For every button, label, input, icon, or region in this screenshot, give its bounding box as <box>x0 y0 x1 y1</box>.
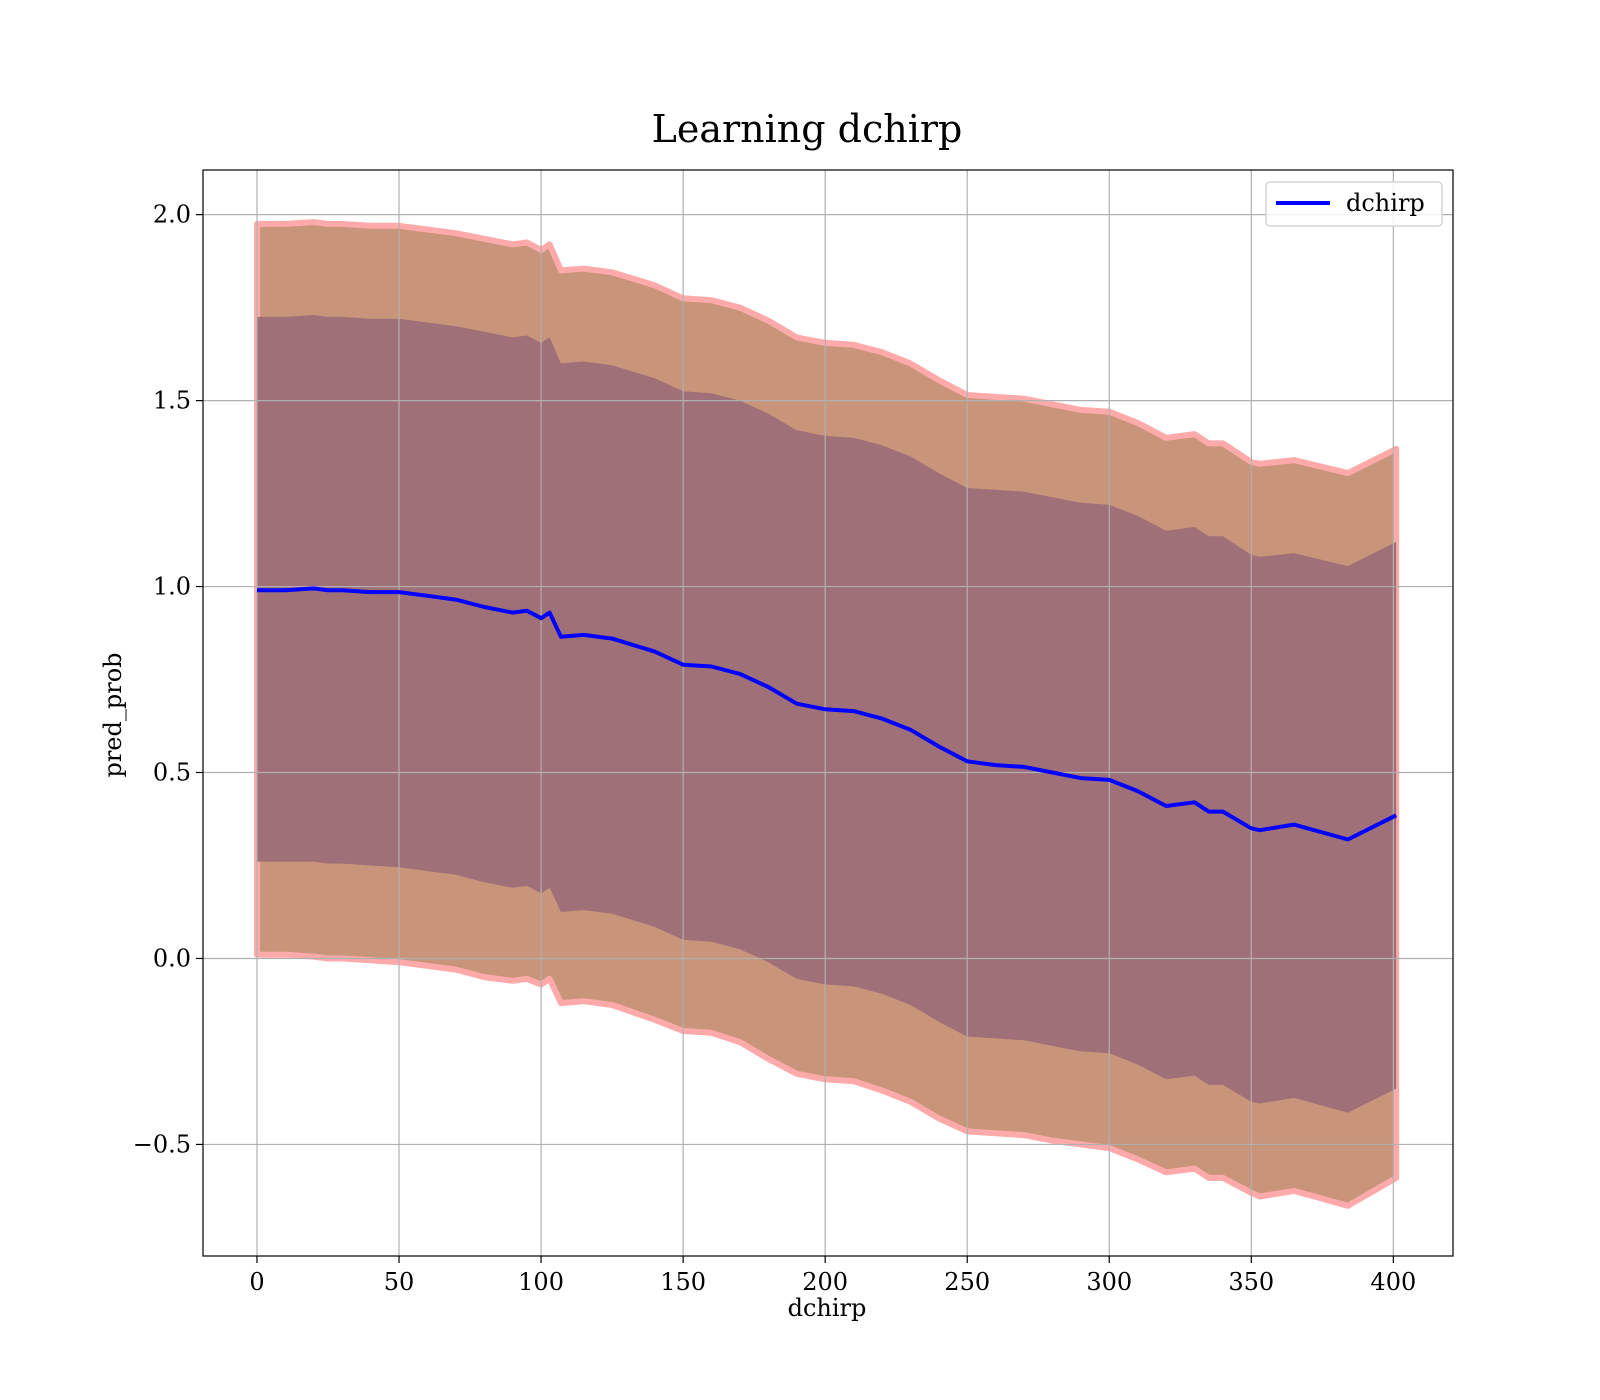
y-tick-label: −0.5 <box>133 1130 191 1158</box>
x-tick-label: 50 <box>384 1268 415 1296</box>
x-axis-label: dchirp <box>788 1294 867 1322</box>
y-tick-label: 0.0 <box>153 944 191 972</box>
x-tick-label: 150 <box>660 1268 706 1296</box>
legend-label: dchirp <box>1346 189 1425 217</box>
y-axis-label: pred_prob <box>99 652 127 777</box>
y-tick-label: 1.0 <box>153 573 191 601</box>
x-tick-label: 300 <box>1086 1268 1132 1296</box>
chart-title: Learning dchirp <box>652 107 963 151</box>
x-tick-label: 0 <box>249 1268 264 1296</box>
y-tick-label: 2.0 <box>153 201 191 229</box>
series-line-dchirp <box>257 586 1398 842</box>
x-tick-label: 100 <box>518 1268 564 1296</box>
plot-area: 0 50 100 150 200 250 300 350 400 −0.5 0.0 0.5 1.0 1.5… <box>133 169 1454 1296</box>
band-inner <box>257 315 1397 1113</box>
x-tick-label: 400 <box>1370 1268 1416 1296</box>
legend: dchirp <box>1265 181 1443 227</box>
legend-box <box>1265 181 1443 227</box>
x-tick-label: 250 <box>944 1268 990 1296</box>
x-tick-label: 350 <box>1228 1268 1274 1296</box>
y-tick-label: 1.5 <box>153 387 191 415</box>
axes-frame <box>202 169 1454 1257</box>
y-tick-label: 0.5 <box>153 759 191 787</box>
x-tick-label: 200 <box>802 1268 848 1296</box>
